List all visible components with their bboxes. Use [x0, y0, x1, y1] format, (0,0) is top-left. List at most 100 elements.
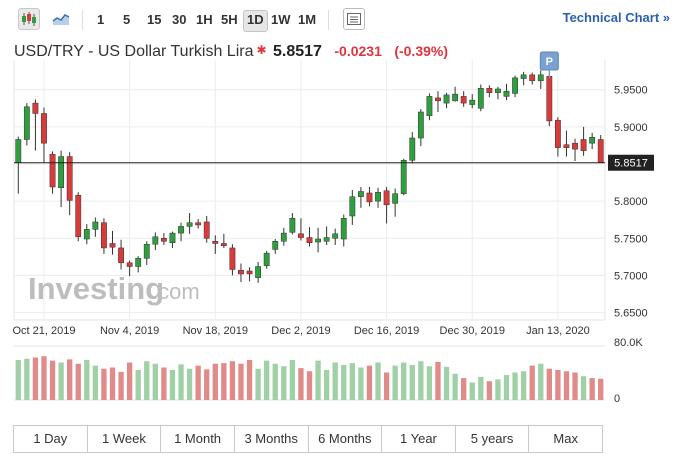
period-1h[interactable]: 1H — [196, 12, 213, 27]
technical-chart-link[interactable]: Technical Chart » — [562, 10, 670, 25]
y-tick-label: 5.9000 — [614, 122, 648, 134]
candle-layer — [15, 65, 604, 283]
period-1m[interactable]: 1M — [298, 12, 317, 27]
axis-layer: 5.95005.90005.85005.80005.75005.70005.65… — [12, 51, 654, 405]
range-1-day[interactable]: 1 Day — [14, 426, 88, 452]
candle-body — [469, 99, 476, 105]
candle-body — [537, 74, 544, 82]
period-5h[interactable]: 5H — [221, 12, 238, 27]
indicators-icon[interactable] — [343, 8, 365, 30]
volume-bar — [246, 360, 253, 400]
volume-bar — [84, 360, 90, 400]
volume-bar — [92, 365, 99, 400]
volume-bar — [49, 360, 56, 400]
candle-body — [392, 193, 399, 204]
volume-bar — [443, 366, 450, 400]
volume-bar — [289, 360, 296, 400]
volume-bar — [238, 363, 244, 400]
area-chart-icon[interactable] — [50, 8, 72, 30]
last-price-tag — [608, 154, 654, 171]
chart-toolbar: 1 5 15 30 1H 5H 1D 1W 1M Technical Chart… — [10, 5, 670, 32]
volume-bar — [461, 378, 467, 400]
candle-body — [315, 238, 321, 243]
candle-body — [409, 137, 416, 161]
range-5-years[interactable]: 5 years — [456, 426, 530, 452]
last-price: 5.8517 — [272, 43, 322, 60]
candle-body — [58, 156, 65, 189]
volume-bar — [298, 368, 304, 400]
instrument-name: USD/TRY - US Dollar Turkish Lira — [14, 43, 254, 60]
volume-bar — [520, 371, 527, 400]
period-1[interactable]: 1 — [97, 12, 105, 27]
candle-body — [109, 243, 116, 248]
period-15[interactable]: 15 — [147, 12, 162, 27]
candle-body — [340, 217, 347, 240]
candle-body — [597, 139, 604, 163]
volume-bar — [118, 371, 124, 400]
candle-body — [143, 243, 150, 259]
range-selector: 1 Day 1 Week 1 Month 3 Months 6 Months 1… — [13, 425, 603, 453]
volume-bar — [529, 365, 535, 400]
candle-body — [460, 96, 467, 104]
y-tick-label: 5.6500 — [614, 308, 648, 320]
period-5[interactable]: 5 — [123, 12, 131, 27]
volume-bar — [126, 362, 133, 400]
volume-bar — [589, 378, 595, 400]
x-tick-label: Dec 30, 2019 — [440, 325, 505, 337]
watermark: Investing .com — [28, 271, 200, 306]
volume-bar — [255, 368, 261, 400]
range-max[interactable]: Max — [553, 431, 578, 446]
candle-body — [15, 139, 22, 163]
candle-body — [272, 241, 279, 250]
volume-bar — [204, 369, 210, 400]
range-1-week[interactable]: 1 Week — [88, 426, 162, 452]
candle-body — [435, 97, 441, 102]
volume-bar — [555, 370, 561, 400]
period-30[interactable]: 30 — [172, 12, 187, 27]
volume-bar — [452, 373, 458, 400]
volume-bar — [572, 372, 578, 400]
period-1w[interactable]: 1W — [271, 12, 291, 27]
volume-bar — [332, 362, 338, 400]
range-6-months[interactable]: 6 Months — [309, 426, 383, 452]
candle-body — [486, 87, 493, 93]
range-1-month[interactable]: 1 Month — [161, 426, 235, 452]
candle-body — [126, 262, 133, 267]
volume-bar — [67, 359, 73, 400]
volume-bar — [383, 372, 390, 400]
candle-body — [83, 229, 90, 240]
marker-label: P — [546, 56, 553, 68]
volume-bar — [75, 363, 81, 400]
candle-body — [495, 88, 501, 93]
range-1-year[interactable]: 1 Year — [382, 426, 456, 452]
candle-body — [169, 232, 176, 243]
watermark-text: Investing — [28, 271, 164, 306]
candle-body — [118, 247, 124, 264]
candle-body — [400, 160, 407, 194]
candle-body — [160, 238, 167, 242]
range-3-months[interactable]: 3 Months — [235, 426, 309, 452]
x-tick-label: Jan 13, 2020 — [526, 325, 590, 337]
candle-body — [349, 196, 356, 217]
candle-body — [66, 156, 73, 201]
volume-bar — [409, 365, 415, 400]
candlestick-chart[interactable]: Investing .com 5.95005.90005.85005.80005… — [0, 0, 680, 420]
candle-body — [32, 102, 39, 114]
candle-body — [563, 144, 570, 148]
candle-body — [554, 119, 561, 148]
volume-bar — [212, 363, 218, 400]
candlestick-chart-icon[interactable] — [18, 8, 40, 30]
candle-body — [289, 217, 296, 233]
volume-min-label: 0 — [614, 393, 620, 405]
volume-bar — [486, 381, 493, 400]
candle-body — [323, 237, 330, 242]
volume-bar — [323, 370, 330, 400]
volume-bar — [306, 371, 313, 400]
volume-bar — [101, 368, 107, 400]
period-1d[interactable]: 1D — [243, 10, 268, 32]
x-tick-label: Dec 2, 2019 — [271, 325, 330, 337]
candle-body — [263, 252, 270, 267]
candle-body — [92, 221, 99, 230]
asterisk-icon: ✱ — [256, 43, 267, 57]
candle-body — [101, 222, 107, 249]
